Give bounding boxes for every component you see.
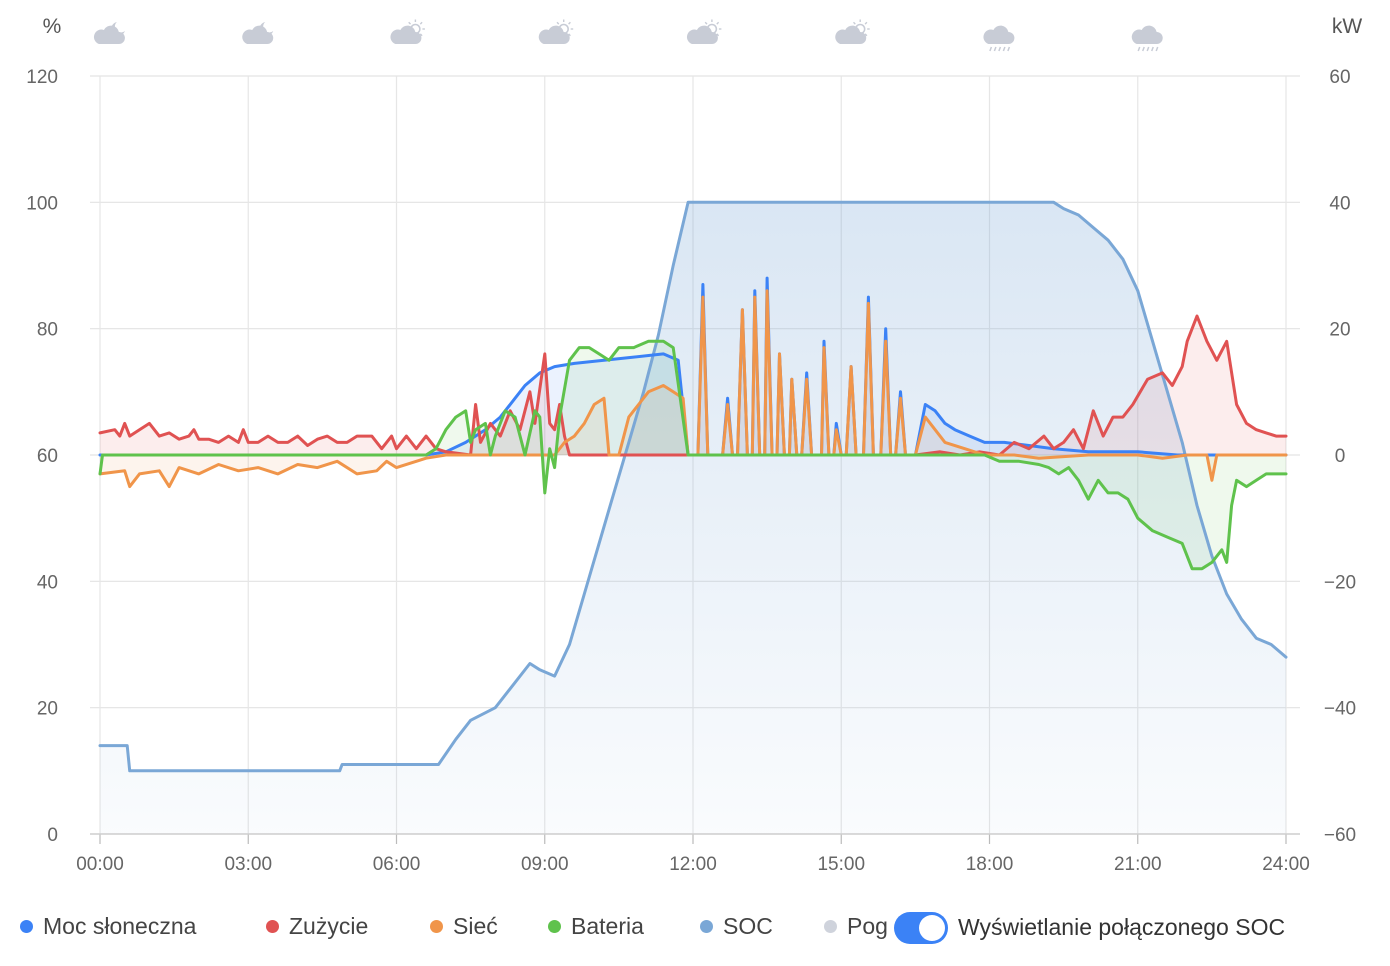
right-tick-label: −60 [1324, 825, 1356, 846]
right-tick-label: 60 [1329, 67, 1350, 88]
left-tick-label: 100 [26, 193, 58, 214]
legend-label: SOC [723, 912, 773, 939]
cloud-sun-icon [538, 19, 574, 44]
left-tick-label: 0 [47, 825, 58, 846]
x-tick-label: 18:00 [966, 854, 1014, 875]
left-tick-label: 40 [37, 572, 58, 593]
legend-item-consumption[interactable]: Zużycie [266, 912, 368, 940]
legend-item-grid[interactable]: Sieć [430, 912, 498, 940]
cloud-moon-icon [93, 22, 125, 44]
legend-label: Moc słoneczna [43, 912, 197, 939]
x-tick-label: 12:00 [669, 854, 717, 875]
legend-dot [20, 919, 33, 933]
legend-item-solar[interactable]: Moc słoneczna [20, 912, 196, 940]
legend-label: Bateria [571, 912, 644, 939]
rain-cloud-icon [983, 25, 1015, 52]
right-axis-unit: kW [1332, 15, 1363, 38]
legend: Moc słoneczna Zużycie Sieć Bateria SOC P… [0, 900, 1390, 966]
series-area-zu-ycie [100, 316, 1286, 455]
right-tick-label: 0 [1335, 446, 1346, 467]
left-tick-label: 60 [37, 446, 58, 467]
legend-label: Sieć [453, 912, 498, 939]
series-line-bateria[interactable] [98, 339, 1288, 571]
legend-item-weather[interactable]: Pog [824, 912, 888, 940]
left-axis-unit: % [43, 15, 62, 38]
series-line-soc[interactable] [98, 200, 1288, 773]
x-tick-label: 06:00 [373, 854, 421, 875]
right-tick-label: −20 [1324, 572, 1356, 593]
series-line-zu-ycie[interactable] [98, 314, 1288, 457]
legend-dot [266, 919, 279, 933]
left-tick-label: 20 [37, 699, 58, 720]
right-tick-label: −40 [1324, 699, 1356, 720]
cloud-moon-icon [242, 22, 274, 44]
legend-dot [700, 919, 713, 933]
right-tick-label: 40 [1329, 193, 1350, 214]
x-tick-label: 24:00 [1262, 854, 1310, 875]
cloud-sun-icon [835, 19, 870, 44]
x-tick-label: 15:00 [817, 854, 865, 875]
left-tick-label: 80 [37, 320, 58, 341]
legend-label: Zużycie [289, 912, 369, 939]
combined-soc-toggle-label: Wyświetlanie połączonego SOC [958, 914, 1286, 940]
x-tick-label: 21:00 [1114, 854, 1162, 875]
x-tick-label: 03:00 [224, 854, 272, 875]
legend-item-battery[interactable]: Bateria [548, 912, 644, 940]
series-area-bateria [100, 341, 1286, 569]
rain-cloud-icon [1131, 25, 1163, 52]
toggle-knob [919, 915, 945, 941]
legend-label: Pog [847, 912, 888, 939]
x-tick-label: 00:00 [76, 854, 124, 875]
legend-dot [824, 919, 837, 933]
series-area-soc [100, 202, 1286, 835]
combined-soc-toggle[interactable] [894, 912, 948, 944]
legend-dot [548, 919, 561, 933]
left-tick-label: 120 [26, 67, 58, 88]
legend-item-soc[interactable]: SOC [700, 912, 773, 940]
x-tick-label: 09:00 [521, 854, 569, 875]
energy-chart: 0 20 40 60 80 100 120 −60 −40 −20 0 20 40 60 00:00 03:0… [26, 15, 1363, 875]
right-tick-label: 20 [1329, 320, 1350, 341]
legend-dot [430, 919, 443, 933]
cloud-sun-icon [686, 19, 722, 44]
cloud-sun-icon [390, 19, 425, 44]
